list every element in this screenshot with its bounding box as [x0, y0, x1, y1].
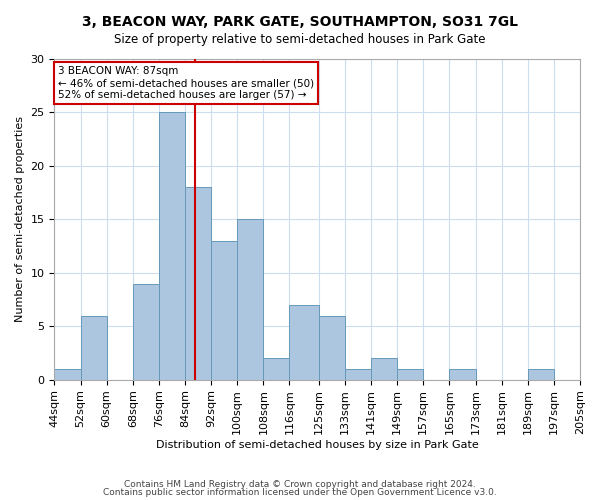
Bar: [211, 240, 237, 380]
Bar: [55, 369, 80, 380]
Bar: [397, 369, 424, 380]
X-axis label: Distribution of semi-detached houses by size in Park Gate: Distribution of semi-detached houses by …: [156, 440, 479, 450]
Bar: [449, 369, 476, 380]
Bar: [263, 358, 289, 380]
Bar: [289, 305, 319, 380]
Y-axis label: Number of semi-detached properties: Number of semi-detached properties: [15, 116, 25, 322]
Text: Contains HM Land Registry data © Crown copyright and database right 2024.: Contains HM Land Registry data © Crown c…: [124, 480, 476, 489]
Text: 3, BEACON WAY, PARK GATE, SOUTHAMPTON, SO31 7GL: 3, BEACON WAY, PARK GATE, SOUTHAMPTON, S…: [82, 15, 518, 29]
Bar: [237, 220, 263, 380]
Bar: [528, 369, 554, 380]
Bar: [159, 112, 185, 380]
Bar: [133, 284, 159, 380]
Text: Size of property relative to semi-detached houses in Park Gate: Size of property relative to semi-detach…: [114, 32, 486, 46]
Bar: [319, 316, 345, 380]
Bar: [371, 358, 397, 380]
Text: 3 BEACON WAY: 87sqm
← 46% of semi-detached houses are smaller (50)
52% of semi-d: 3 BEACON WAY: 87sqm ← 46% of semi-detach…: [58, 66, 314, 100]
Bar: [185, 188, 211, 380]
Bar: [80, 316, 107, 380]
Text: Contains public sector information licensed under the Open Government Licence v3: Contains public sector information licen…: [103, 488, 497, 497]
Bar: [345, 369, 371, 380]
